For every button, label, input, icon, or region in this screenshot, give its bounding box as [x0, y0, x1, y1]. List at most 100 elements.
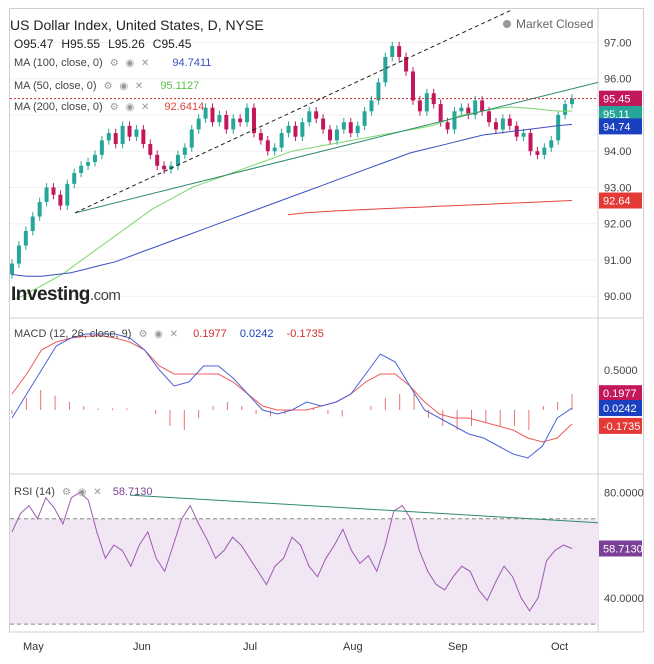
macd-signal-line [11, 335, 573, 443]
ohlc-high: H95.55 [61, 37, 101, 51]
candle-body [127, 125, 132, 137]
ma200-line [287, 200, 573, 216]
rsi-legend[interactable]: RSI (14) ⚙ ◉ ✕ 58.7130 [14, 486, 153, 498]
macd-hist-tag: 0.1977 [603, 388, 637, 400]
rsi-value: 58.7130 [112, 486, 153, 498]
candle-body [362, 111, 367, 126]
candle-body [286, 125, 291, 134]
rsi-label: RSI (14) [14, 486, 55, 498]
ohlc-readout: O95.47 H95.55 L95.26 C95.45 [14, 37, 199, 51]
candle-body [279, 133, 284, 148]
ma50-settings-icon[interactable]: ⚙ ◉ ✕ [103, 81, 146, 92]
macd-legend[interactable]: MACD (12, 26, close, 9) ⚙ ◉ ✕ 0.1977 0.0… [14, 328, 324, 340]
candle-body [245, 107, 250, 123]
candle-body [203, 107, 208, 119]
ma100-price-tag-bg [599, 118, 642, 135]
upper-dashed-trendline [74, 9, 513, 214]
ma50-value: 95.1127 [160, 80, 200, 92]
rsi-value-tag: 58.7130 [603, 543, 643, 555]
ma100-settings-icon[interactable]: ⚙ ◉ ✕ [109, 58, 152, 69]
candle-body [383, 56, 388, 83]
candle-body [99, 140, 104, 155]
candle-body [86, 162, 91, 166]
market-status: Market Closed [503, 17, 593, 31]
investing-logo: Investing.com [11, 284, 121, 306]
candle-body [321, 118, 326, 130]
candle-body [549, 140, 554, 148]
logo-suffix: .com [89, 287, 121, 304]
ma200-value: 92.6414 [164, 101, 205, 113]
ma200-price-tag: 92.64 [603, 196, 631, 208]
price-tick-label-1: 91.00 [604, 255, 632, 267]
x-tick-label-4: Sep [448, 641, 468, 653]
candle-body [258, 133, 263, 141]
candle-body [459, 107, 464, 112]
candle-body [23, 230, 28, 246]
status-dot-icon [503, 20, 511, 28]
ma50-price-tag: 95.11 [603, 109, 630, 121]
ma200-legend[interactable]: MA (200, close, 0) ⚙ ◉ ✕ 92.6414 [14, 101, 204, 113]
x-tick-label-3: Aug [343, 641, 363, 653]
candle-body [120, 125, 125, 144]
macd-signal-tag: -0.1735 [603, 421, 640, 433]
candle-body [79, 165, 84, 173]
ma100-price-tag: 94.74 [603, 121, 631, 133]
ma50-legend[interactable]: MA (50, close, 0) ⚙ ◉ ✕ 95.1127 [14, 80, 199, 92]
price-tick-label-4: 94.00 [604, 146, 632, 158]
candle-body [473, 100, 478, 115]
ohlc-open: O95.47 [14, 37, 54, 51]
candle-body [535, 151, 540, 155]
candle-body [404, 56, 409, 72]
candle-body [487, 111, 492, 123]
candle-body [424, 93, 429, 112]
market-status-text: Market Closed [516, 17, 594, 31]
candle-body [155, 154, 160, 166]
rsi-value-tag-bg [599, 540, 642, 557]
candle-body [507, 118, 512, 126]
candle-body [141, 129, 146, 144]
rsi-tick-label-0: 40.0000 [604, 593, 644, 605]
x-tick-label-1: Jun [133, 641, 151, 653]
candle-body [169, 165, 174, 170]
candle-body [452, 111, 457, 130]
candle-body [58, 194, 63, 206]
candle-body [431, 93, 436, 105]
ma100-value: 94.7411 [172, 57, 212, 69]
macd-hist-tag-bg [599, 385, 642, 402]
candle-body [445, 122, 450, 130]
candle-body [224, 114, 229, 130]
macd-line [11, 333, 573, 459]
candle-body [348, 122, 353, 134]
rsi-settings-icon[interactable]: ⚙ ◉ ✕ [62, 487, 104, 498]
candle-body [196, 118, 201, 130]
last-price-tag-bg [599, 90, 642, 107]
candle-body [37, 201, 42, 217]
ma100-line [11, 123, 573, 277]
ma100-legend[interactable]: MA (100, close, 0) ⚙ ◉ ✕ 94.7411 [14, 57, 211, 69]
ma200-price-tag-bg [599, 192, 642, 209]
ma100-label: MA (100, close, 0) [14, 57, 103, 69]
candle-body [162, 165, 167, 170]
price-tick-label-3: 93.00 [604, 182, 632, 194]
chart-title: US Dollar Index, United States, D, NYSE [10, 17, 264, 33]
ma200-label: MA (200, close, 0) [14, 101, 103, 113]
candle-body [438, 104, 443, 123]
support-trendline [74, 81, 599, 214]
price-tick-label-2: 92.00 [604, 219, 632, 231]
candle-body [51, 187, 56, 195]
candle-body [30, 216, 35, 231]
rsi-trendline [129, 494, 599, 524]
ma200-settings-icon[interactable]: ⚙ ◉ ✕ [109, 102, 152, 113]
candle-body [251, 107, 256, 134]
rsi-band [10, 518, 598, 625]
candle-body [397, 46, 402, 57]
macd-settings-icon[interactable]: ⚙ ◉ ✕ [138, 329, 181, 340]
price-tick-label-0: 90.00 [604, 291, 632, 303]
price-tick-label-7: 97.00 [604, 37, 632, 49]
macd-value-signal: -0.1735 [286, 328, 324, 340]
macd-value-tag: 0.0242 [603, 403, 637, 415]
candle-body [410, 71, 415, 101]
macd-value-tag-bg [599, 400, 642, 417]
